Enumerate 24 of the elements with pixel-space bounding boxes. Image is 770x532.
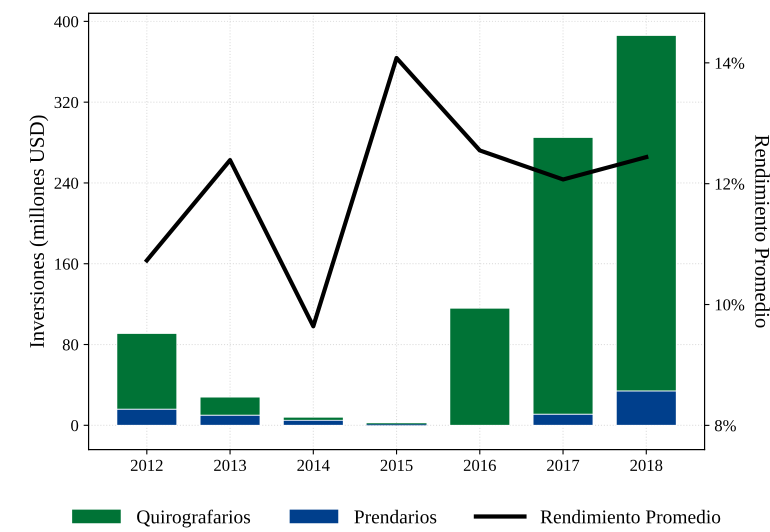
y-tick-label: 0 bbox=[71, 420, 78, 432]
y-tick-label: 320 bbox=[54, 96, 78, 108]
y-tick-label: 240 bbox=[54, 178, 78, 189]
y2-tick-label: 14% bbox=[716, 58, 744, 69]
y2-tick-label: 8% bbox=[714, 420, 736, 432]
x-tick-label: 2016 bbox=[464, 460, 496, 471]
y-tick-label: 160 bbox=[55, 258, 78, 270]
legend-label: Rendimiento Promedio bbox=[540, 510, 720, 524]
legend-label: Prendarios bbox=[354, 510, 436, 524]
y-tick-label: 400 bbox=[54, 16, 78, 28]
bar bbox=[449, 308, 510, 426]
x-tick-label: 2015 bbox=[380, 460, 413, 471]
y-axis-title: Inversiones (millones USD) bbox=[29, 115, 48, 348]
x-tick-label: 2017 bbox=[547, 460, 580, 471]
y2-axis-title: Rendimiento Promedio bbox=[755, 135, 770, 328]
y2-tick-label: 12% bbox=[716, 178, 744, 190]
x-tick-label: 2013 bbox=[214, 460, 246, 471]
legend-label: Quirografarios bbox=[137, 510, 250, 528]
x-tick-label: 2014 bbox=[297, 460, 330, 471]
y-tick-label: 80 bbox=[62, 339, 78, 350]
line-series bbox=[144, 56, 648, 328]
x-tick-label: 2012 bbox=[130, 460, 163, 471]
y2-tick-label: 10% bbox=[716, 299, 744, 311]
x-tick-label: 2018 bbox=[630, 460, 662, 471]
